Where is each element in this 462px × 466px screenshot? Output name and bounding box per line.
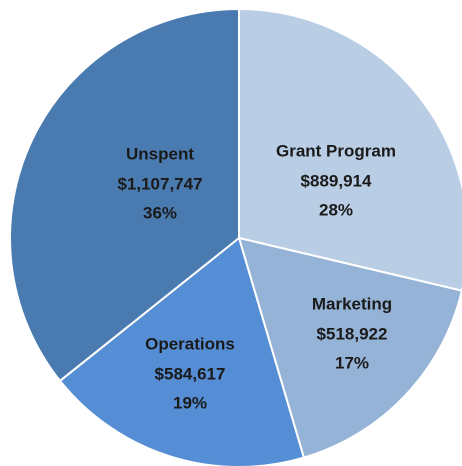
slice-category-label: Unspent [126,144,194,163]
pie-slice [9,7,240,383]
pie-slice [58,236,306,466]
pie-slice [238,7,462,292]
slice-value-label: $584,617 [155,364,226,383]
slice-category-label: Operations [145,334,235,353]
slice-value-label: $889,914 [301,171,372,190]
slice-category-label: Grant Program [276,141,396,160]
slice-percent-label: 19% [173,393,207,412]
slice-percent-label: 28% [319,200,353,219]
slice-category-label: Marketing [312,294,392,313]
slice-value-label: $518,922 [317,324,388,343]
slice-percent-label: 36% [143,203,177,222]
pie-slice [237,236,462,459]
slice-percent-label: 17% [335,353,369,372]
slice-value-label: $1,107,747 [117,174,202,193]
